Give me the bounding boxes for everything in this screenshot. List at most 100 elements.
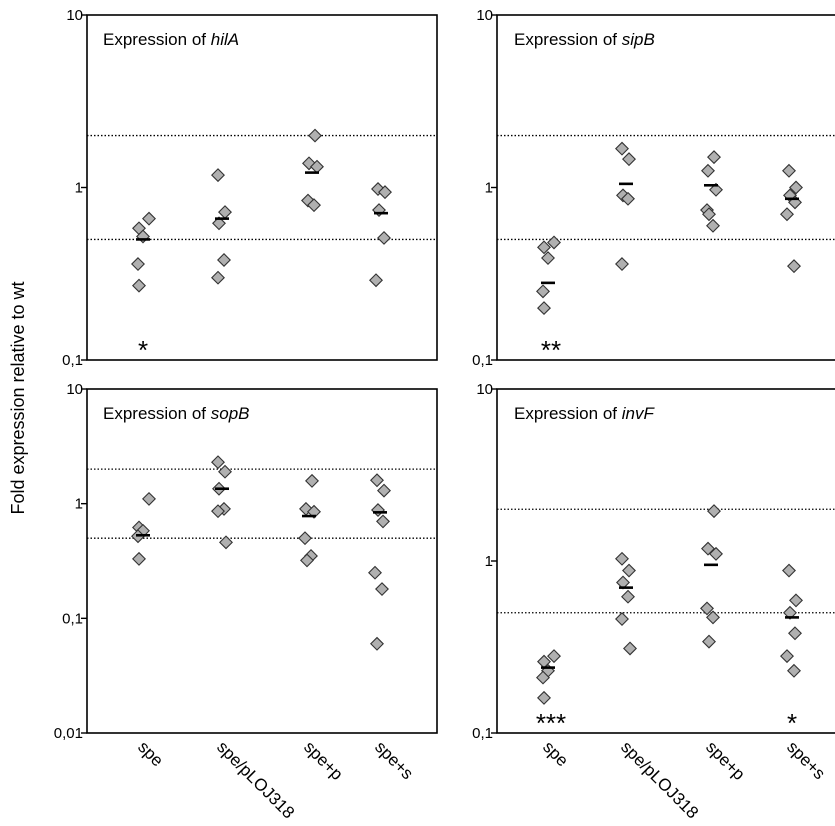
significance-mark: *** [536, 708, 566, 738]
data-point [789, 180, 803, 195]
data-point [615, 141, 629, 156]
x-tick-label: spe+p [702, 737, 749, 784]
data-point [701, 541, 715, 556]
panel-title-prefix: Expression of [514, 404, 622, 423]
data-point [780, 207, 794, 222]
data-point [782, 163, 796, 178]
panel-title-gene: sipB [622, 30, 655, 49]
panel-sipb: 0,1 1 10 Expression of sipB ** [472, 7, 835, 369]
y-tick-label: 10 [476, 7, 493, 24]
x-tick-labels-left: spe spe/pLOJ318 spe+p spe+s [134, 737, 417, 822]
significance-mark: * [138, 335, 148, 365]
data-point [300, 553, 314, 568]
panel-title-prefix: Expression of [103, 404, 211, 423]
data-point [307, 198, 321, 213]
data-point [541, 251, 555, 266]
data-point [709, 546, 723, 561]
panel-title: Expression of hilA [103, 30, 239, 49]
panel-title: Expression of sopB [103, 404, 249, 423]
data-point [547, 235, 561, 250]
data-point [219, 535, 233, 550]
data-point [622, 152, 636, 167]
data-point [212, 216, 226, 231]
data-point [787, 259, 801, 274]
y-tick-label: 0,1 [472, 725, 493, 742]
data-point [782, 563, 796, 578]
panel-title-gene: invF [622, 404, 656, 423]
data-point [702, 207, 716, 222]
x-tick-label: spe [134, 737, 167, 770]
data-point [377, 230, 391, 245]
data-point [707, 150, 721, 165]
data-point [622, 563, 636, 578]
data-point [702, 634, 716, 649]
data-point [707, 504, 721, 519]
x-tick-label: spe+s [783, 737, 829, 783]
data-point [536, 670, 550, 685]
data-point [369, 273, 383, 288]
significance-mark: ** [541, 335, 561, 365]
data-point [621, 589, 635, 604]
data-point [709, 182, 723, 197]
data-point [218, 464, 232, 479]
panel-hila: 0,1 1 10 Expression of hilA * [62, 7, 438, 369]
data-point [621, 191, 635, 206]
plot-frame [496, 388, 835, 734]
data-point [377, 483, 391, 498]
data-point [623, 641, 637, 656]
y-tick-label: 0,1 [62, 352, 83, 369]
y-tick-label: 1 [75, 180, 83, 197]
y-axis-label: Fold expression relative to wt [8, 281, 28, 514]
y-tick-label: 0,1 [62, 610, 83, 627]
data-point [370, 636, 384, 651]
data-point [706, 610, 720, 625]
y-tick-label: 10 [66, 381, 83, 398]
panel-title-gene: sopB [211, 404, 250, 423]
data-point [700, 601, 714, 616]
data-point [142, 211, 156, 226]
data-point [615, 257, 629, 272]
data-point [211, 168, 225, 183]
data-point [307, 504, 321, 519]
data-point [537, 301, 551, 316]
data-point [305, 473, 319, 488]
x-tick-labels-right: spe spe/pLOJ318 spe+p spe+s [539, 737, 829, 822]
data-point [218, 205, 232, 220]
data-point [788, 626, 802, 641]
y-tick-label: 1 [75, 496, 83, 513]
plot-frame [86, 388, 438, 734]
data-point [701, 163, 715, 178]
y-tick-label: 0,1 [472, 352, 493, 369]
data-point [211, 504, 225, 519]
x-tick-label: spe+p [300, 737, 347, 784]
data-point [783, 605, 797, 620]
data-point [537, 240, 551, 255]
data-point [211, 270, 225, 285]
x-tick-label: spe/pLOJ318 [617, 737, 702, 822]
significance-mark: * [787, 708, 797, 738]
data-point [375, 582, 389, 597]
data-point [615, 612, 629, 626]
data-point [789, 593, 803, 608]
data-point [787, 663, 801, 678]
data-point [211, 455, 225, 470]
data-point [217, 253, 231, 267]
data-point [547, 649, 561, 664]
y-tick-label: 1 [485, 180, 493, 197]
data-point [376, 514, 390, 529]
data-point [706, 218, 720, 233]
panel-title-prefix: Expression of [514, 30, 622, 49]
data-point [780, 649, 794, 664]
x-tick-label: spe+s [371, 737, 417, 783]
data-point [371, 503, 385, 518]
data-point [368, 565, 382, 580]
data-point [615, 551, 629, 566]
data-point [378, 185, 392, 200]
panel-title-gene: hilA [211, 30, 239, 49]
data-point [142, 491, 156, 506]
y-tick-label: 10 [476, 381, 493, 398]
data-point [298, 531, 312, 546]
data-point [132, 278, 146, 293]
y-tick-label: 0,01 [54, 725, 83, 742]
panel-title: Expression of invF [514, 404, 655, 423]
